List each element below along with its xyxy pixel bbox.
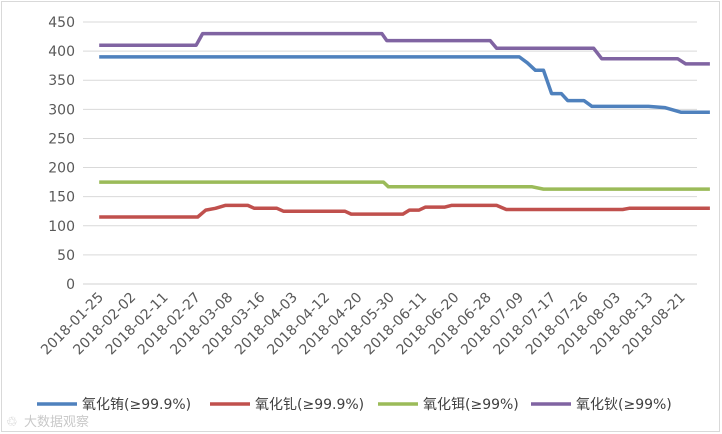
series-line-1 <box>99 55 710 114</box>
y-tick-label: 150 <box>48 190 75 206</box>
legend-label-3: 氧化铒(≥99%) <box>423 397 519 413</box>
watermark-icon: ♲ <box>6 415 18 430</box>
legend: 氧化铕(≥99.9%) 氧化钆(≥99.9%) 氧化铒(≥99%) 氧化钬(≥99%) <box>37 397 672 413</box>
y-axis: 0 50 100 150 200 250 300 350 400 450 <box>48 15 75 293</box>
watermark-text: 大数据观察 <box>24 415 89 430</box>
x-axis: 2018-01-252018-02-022018-02-112018-02-27… <box>38 289 689 358</box>
y-tick-label: 0 <box>66 277 75 293</box>
series-line-2 <box>99 203 710 219</box>
legend-label-4: 氧化钬(≥99%) <box>576 397 672 413</box>
y-tick-label: 200 <box>48 161 75 177</box>
y-tick-label: 50 <box>57 248 75 264</box>
y-tick-label: 300 <box>48 102 75 118</box>
grid-lines <box>83 21 697 285</box>
y-tick-label: 350 <box>48 73 75 89</box>
y-tick-label: 250 <box>48 131 75 147</box>
watermark: ♲ 大数据观察 <box>6 415 89 430</box>
y-tick-label: 450 <box>48 15 75 31</box>
y-tick-label: 100 <box>48 219 75 235</box>
series-lines <box>99 31 710 219</box>
legend-label-2: 氧化钆(≥99.9%) <box>255 397 364 413</box>
y-tick-label: 400 <box>48 44 75 60</box>
legend-label-1: 氧化铕(≥99.9%) <box>82 397 191 413</box>
series-line-3 <box>99 180 710 191</box>
series-line-4 <box>99 31 710 66</box>
